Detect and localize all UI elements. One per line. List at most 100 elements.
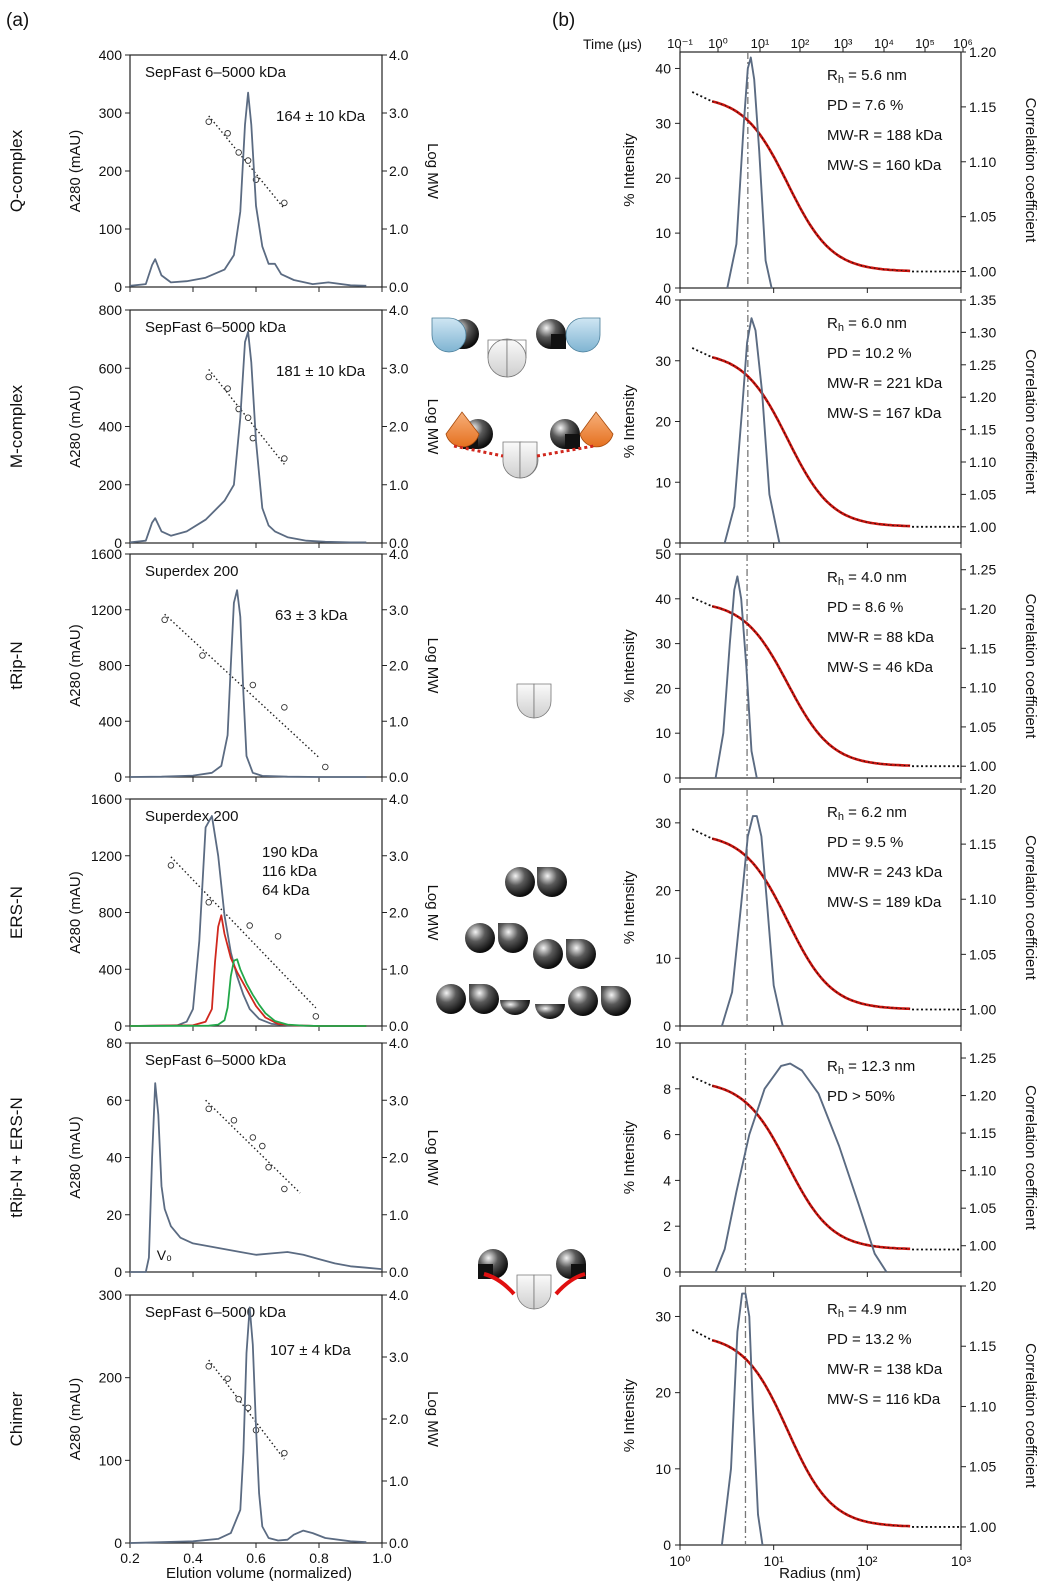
y-tick-label: 200 [99, 163, 123, 179]
y-tick-label: 300 [99, 1287, 123, 1303]
y-right-axis-title: Correlation coefficient [1022, 835, 1039, 981]
y-tick-label: 20 [655, 170, 671, 186]
y-right-tick-label: 1.0 [389, 713, 409, 729]
dls-annotation: PD > 50% [827, 1088, 895, 1105]
chromatogram-trace [129, 1306, 367, 1544]
y-right-tick-label: 1.0 [389, 1207, 409, 1223]
row-label: Q-complex [7, 129, 26, 212]
trip-n-cartoon [516, 683, 552, 719]
y-right-tick-label: 2.0 [389, 905, 409, 921]
y-tick-label: 10 [655, 474, 671, 490]
x-tick-label: 0.2 [120, 1550, 140, 1566]
calibration-point [281, 455, 288, 462]
calibration-point [281, 199, 288, 207]
y-tick-label: 10 [655, 950, 671, 966]
calibration-point [161, 616, 168, 624]
chromatogram-trace [129, 914, 367, 1027]
dls-annotation: PD = 9.5 % [827, 834, 903, 851]
orange-domain-icon [445, 411, 480, 448]
calibration-point [224, 385, 231, 392]
dls-annotation: PD = 8.6 % [827, 599, 903, 616]
mw-annotation: 164 ± 10 kDa [276, 108, 366, 125]
y-right-tick-label: 3.0 [389, 602, 409, 618]
plot-frame [679, 51, 962, 289]
dls-annotation: PD = 7.6 % [827, 97, 903, 114]
y-tick-label: 300 [99, 105, 123, 121]
y-tick-label: 2 [663, 1218, 671, 1234]
y-right-tick-label: 4.0 [389, 47, 409, 63]
y-tick-label: 0 [663, 535, 671, 551]
y-tick-label: 30 [655, 636, 671, 652]
calibration-point [249, 681, 257, 689]
y-tick-label: 0 [114, 1018, 122, 1034]
dls-panel-ers-n: 0 10 20 30 1.00 1.05 1.10 1.15 1.20 % Intensity Co… [621, 781, 1039, 1034]
y-tick-label: 0 [114, 1264, 122, 1280]
y-tick-label: 800 [99, 302, 123, 318]
dls-annotation: Rh = 6.2 nm [827, 804, 907, 823]
y-right-tick-label: 1.15 [969, 640, 996, 656]
calibration-point [244, 157, 252, 164]
y-right-tick-label: 1.05 [969, 1459, 996, 1475]
y-right-tick-label: 3.0 [389, 1349, 409, 1365]
calibration-point [224, 1375, 231, 1382]
y-right-tick-label: 3.0 [389, 105, 409, 121]
dls-time-axis-title: Time (μs) [583, 36, 642, 52]
size-distribution-trace [720, 1292, 764, 1546]
calibration-point [322, 763, 329, 771]
y-tick-label: 0 [663, 1264, 671, 1280]
calibration-point [235, 1395, 242, 1403]
y-right-tick-label: 1.10 [969, 454, 996, 470]
y-tick-label: 800 [99, 658, 123, 674]
y-tick-label: 10 [655, 225, 671, 241]
y-right-tick-label: 0.0 [389, 769, 409, 785]
y-tick-label: 0 [114, 279, 122, 295]
y-right-tick-label: 1.20 [969, 1088, 996, 1104]
calibration-point [246, 922, 253, 929]
m-complex-cartoon [445, 411, 614, 479]
hexamer-icon [436, 984, 631, 1019]
x-tick-label: 0.4 [183, 1550, 203, 1566]
panel-b-label: (b) [552, 10, 575, 31]
y-tick-label: 0 [663, 1018, 671, 1034]
chromatogram-trace [129, 91, 367, 287]
y-right-tick-label: 1.0 [389, 961, 409, 977]
dls-panel-trip-n-ers-n: 0 2 4 6 8 10 1.00 1.05 1.10 1.15 1.20 1.25 % Intensi… [621, 1035, 1039, 1280]
x-tick-label: 0.8 [309, 1550, 329, 1566]
y-right-tick-label: 2.0 [389, 658, 409, 674]
dimer-icon [505, 867, 567, 897]
x-tick-label: 1.0 [372, 1550, 392, 1566]
core-domain-icon [516, 683, 552, 719]
correlation-data-head [691, 347, 713, 359]
y-tick-label: 20 [655, 414, 671, 430]
y-axis-title: % Intensity [621, 133, 638, 207]
y-tick-label: 1200 [91, 602, 122, 618]
x-tick-label: 10² [857, 1553, 878, 1569]
x-tick-label: 0.6 [246, 1550, 266, 1566]
dls-annotation: Rh = 5.6 nm [827, 67, 907, 86]
mw-annotation: 63 ± 3 kDa [275, 607, 348, 624]
orange-domain-icon [579, 411, 614, 448]
dls-annotation: MW-S = 167 kDa [827, 405, 942, 422]
y-right-tick-label: 0.0 [389, 1535, 409, 1551]
y-tick-label: 30 [655, 1308, 671, 1324]
y-tick-label: 20 [655, 883, 671, 899]
mw-annotation: 181 ± 10 kDa [276, 363, 366, 380]
y-right-axis-title: Log MW [424, 1130, 441, 1187]
row-label: ERS-N [7, 886, 26, 939]
y-right-tick-label: 2.0 [389, 163, 409, 179]
y-axis-title: % Intensity [621, 870, 638, 944]
x-tick-label: 10³ [951, 1553, 972, 1569]
ball-domain-icon [478, 1249, 508, 1279]
dls-x-axis-title: Radius (nm) [779, 1565, 861, 1582]
y-tick-label: 0 [663, 1537, 671, 1553]
y-right-tick-label: 3.0 [389, 1092, 409, 1108]
sec-panel-trip-n: 0 400 800 1200 1600 0.0 1.0 2.0 3.0 4.0 A280 (mAU)… [7, 546, 441, 785]
calibration-fit-line [208, 1359, 285, 1460]
dls-annotation: MW-S = 46 kDa [827, 659, 934, 676]
calibration-point [230, 1117, 238, 1124]
linker-icon [554, 1272, 586, 1296]
plot-frame [679, 1285, 962, 1546]
calibration-point [274, 933, 282, 940]
size-distribution-trace [714, 575, 758, 779]
x-tick-label: 10¹ [764, 1553, 785, 1569]
